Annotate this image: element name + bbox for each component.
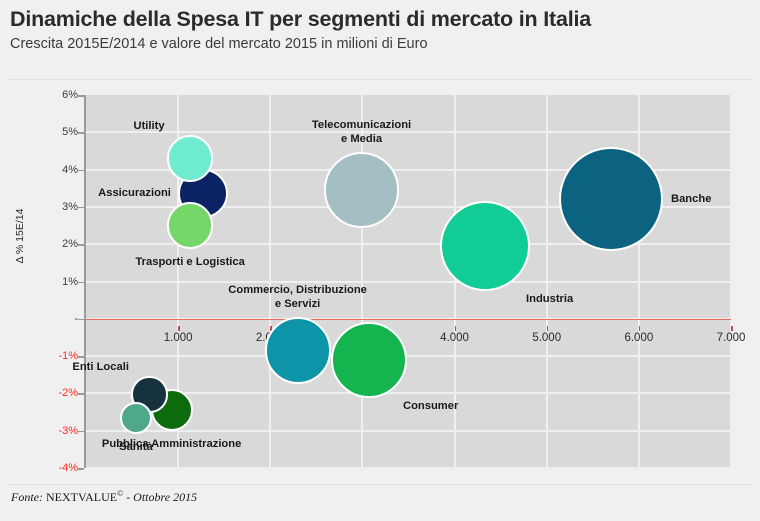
zero-reference-line [86, 318, 731, 321]
x-axis-tick-mark [638, 326, 641, 331]
x-axis-tick-mark [731, 326, 733, 331]
bubble-trasporti-e-logistica[interactable] [166, 202, 214, 249]
bubble-label: Telecomunicazioni e Media [311, 119, 412, 145]
bubble-commercio-distribuzione-e-servizi[interactable] [264, 317, 331, 384]
x-axis-tick-label: 7.000 [716, 332, 746, 344]
y-axis-tick-mark [78, 356, 84, 358]
y-axis-tick-label: -3% [58, 424, 78, 437]
y-axis-tick-mark [78, 468, 84, 470]
y-axis-title: Δ % 15E/14 [14, 208, 26, 264]
page-title: Dinamiche della Spesa IT per segmenti di… [10, 7, 592, 31]
y-axis-tick-label: 2% [62, 238, 78, 251]
x-axis-tick-mark [270, 326, 272, 331]
bubble-telecomunicazioni-e-media[interactable] [323, 152, 400, 228]
footer-divider [8, 484, 752, 485]
gridline-horizontal [86, 131, 731, 134]
x-axis-tick-label: 5.000 [532, 332, 562, 344]
source-date: - Ottobre 2015 [126, 490, 198, 504]
copyright-icon: © [117, 489, 124, 498]
bubble-label: Utility [133, 120, 165, 132]
y-axis-tick-mark [78, 281, 84, 283]
bubble-label: Consumer [403, 400, 459, 412]
gridline-horizontal [86, 355, 731, 358]
gridline-vertical [453, 95, 456, 468]
gridline-horizontal [86, 392, 731, 395]
gridline-horizontal [86, 168, 731, 171]
gridline-vertical [269, 95, 272, 468]
source-org-text: NEXTVALUE [46, 490, 118, 504]
x-axis-tick-mark [454, 326, 457, 331]
gridline-vertical [637, 95, 640, 468]
x-axis-tick-label: 1.000 [163, 332, 193, 344]
bubble-label: Industria [526, 293, 574, 305]
y-axis-tick-label: 4% [62, 163, 78, 176]
bubble-utility[interactable] [166, 135, 214, 182]
y-axis-tick-mark [78, 393, 84, 395]
bubble-sanit[interactable] [119, 401, 152, 434]
x-axis-tick-label: 4.000 [440, 332, 469, 344]
gridline-vertical [177, 95, 180, 468]
y-axis-spine [84, 95, 86, 468]
x-axis-tick-mark [178, 326, 180, 331]
gridline-horizontal [86, 243, 731, 246]
bubble-banche[interactable] [559, 147, 664, 252]
page-subtitle: Crescita 2015E/2014 e valore del mercato… [10, 36, 428, 52]
bubble-label: Assicurazioni [98, 187, 171, 199]
bubble-label: Trasporti e Logistica [135, 256, 245, 268]
gridline-vertical [361, 95, 364, 468]
source-label: Fonte: [11, 490, 43, 504]
y-axis-tick-label: -4% [58, 462, 78, 474]
y-axis-tick-mark [78, 318, 84, 321]
bubble-industria[interactable] [439, 200, 531, 292]
gridline-horizontal [86, 205, 731, 208]
y-axis-tick-label: 6% [62, 89, 78, 101]
header-divider [8, 79, 752, 80]
source-note: Fonte: NEXTVALUE© - Ottobre 2015 [11, 489, 197, 505]
gridline-horizontal [86, 429, 731, 432]
y-axis-tick-mark [78, 206, 84, 209]
y-axis-tick-labels: 6% 5% 4% 3% 2% 1% - -1% -2% -3% -4% [22, 0, 78, 521]
gridline-horizontal [86, 467, 731, 469]
x-axis-tick-label: 6.000 [624, 332, 654, 344]
gridline-vertical [730, 95, 732, 468]
y-axis-tick-mark [78, 169, 84, 172]
x-axis-tick-mark [546, 326, 549, 331]
y-axis-tick-label: -1% [58, 350, 78, 363]
gridline-horizontal [86, 280, 731, 283]
y-axis-tick-label: 5% [62, 126, 78, 139]
bubble-label: Pubblica Amministrazione [101, 438, 242, 450]
y-axis-tick-mark [78, 132, 84, 134]
y-axis-tick-mark [78, 244, 84, 246]
bubble-label: Banche [671, 193, 712, 205]
gridline-vertical [545, 95, 548, 468]
y-axis-tick-mark [78, 430, 84, 433]
y-axis-tick-label: 3% [62, 200, 78, 213]
bubble-label: Sanità [119, 441, 153, 453]
chart-header: Dinamiche della Spesa IT per segmenti di… [10, 6, 754, 54]
source-org: NEXTVALUE© [46, 489, 124, 504]
bubble-label: Commercio, Distribuzione e Servizi [228, 284, 367, 310]
bubble-label: Enti Locali [72, 361, 129, 373]
y-axis-tick-mark [78, 95, 84, 97]
bubble-consumer[interactable] [330, 321, 408, 398]
y-axis-tick-label: -2% [58, 387, 78, 400]
y-axis-tick-label: 1% [62, 275, 78, 288]
y-axis-tick-label: - [74, 312, 78, 325]
